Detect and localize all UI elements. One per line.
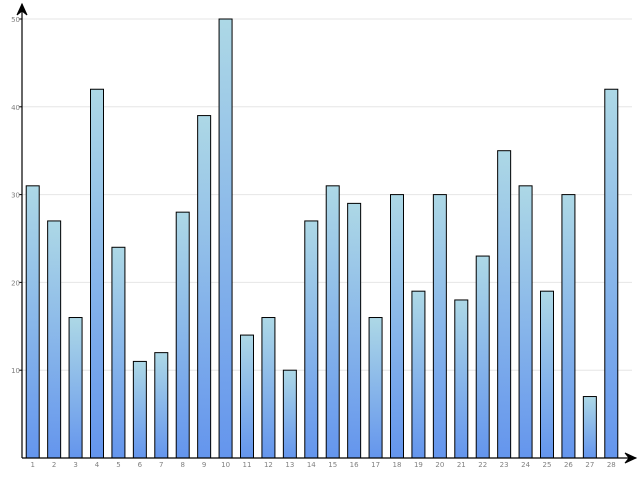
bar-26 xyxy=(561,194,576,459)
bar-15 xyxy=(325,185,340,459)
bar-22 xyxy=(475,255,490,459)
bar-4 xyxy=(90,88,104,459)
x-tick-label: 10 xyxy=(221,461,230,469)
bar-24 xyxy=(518,185,533,459)
bar-11 xyxy=(240,334,254,459)
bar-5 xyxy=(111,246,126,459)
bar-2 xyxy=(47,220,62,459)
bar-8 xyxy=(175,211,190,459)
bar-20 xyxy=(432,194,447,459)
bar-27 xyxy=(582,396,597,459)
x-tick-label: 20 xyxy=(435,461,444,469)
x-tick-label: 1 xyxy=(30,461,34,469)
bar-16 xyxy=(347,202,362,459)
x-tick-label: 7 xyxy=(159,461,163,469)
x-tick-label: 6 xyxy=(138,461,143,469)
x-tick-label: 8 xyxy=(180,461,184,469)
bar-13 xyxy=(282,369,297,459)
bar-3 xyxy=(68,317,83,459)
x-axis-arrow xyxy=(624,452,638,464)
bar-23 xyxy=(497,150,512,459)
bar-9 xyxy=(197,115,212,459)
x-tick-label: 21 xyxy=(457,461,466,469)
bar-18 xyxy=(390,194,404,459)
x-tick-label: 15 xyxy=(328,461,337,469)
x-tick-label: 13 xyxy=(285,461,294,469)
bar-25 xyxy=(540,290,554,459)
axes xyxy=(16,2,638,464)
y-tick-label: 50 xyxy=(11,16,20,24)
bars xyxy=(25,18,619,459)
x-tick-label: 28 xyxy=(607,461,616,469)
bar-10 xyxy=(218,18,233,459)
bar-6 xyxy=(132,360,147,459)
y-axis-arrow xyxy=(16,2,28,16)
bar-1 xyxy=(25,185,40,459)
bar-17 xyxy=(368,317,383,459)
bar-14 xyxy=(304,220,319,459)
x-tick-label: 22 xyxy=(478,461,487,469)
x-tick-label: 5 xyxy=(116,461,120,469)
x-tick-label: 19 xyxy=(414,461,423,469)
x-tick-label: 3 xyxy=(73,461,77,469)
bar-19 xyxy=(411,290,426,459)
x-tick-label: 26 xyxy=(564,461,573,469)
x-tick-label: 4 xyxy=(95,461,100,469)
x-tick-label: 27 xyxy=(585,461,594,469)
y-tick-label: 20 xyxy=(11,279,20,287)
x-tick-label: 16 xyxy=(350,461,359,469)
bar-21 xyxy=(454,299,469,459)
x-tick-label: 24 xyxy=(521,461,530,469)
bar-12 xyxy=(261,317,276,459)
x-tick-label: 23 xyxy=(500,461,509,469)
x-tick-label: 25 xyxy=(543,461,552,469)
x-tick-label: 9 xyxy=(202,461,206,469)
bar-28 xyxy=(604,88,619,459)
y-tick-label: 30 xyxy=(11,192,20,200)
x-tick-label: 14 xyxy=(307,461,316,469)
x-tick-label: 11 xyxy=(243,461,252,469)
x-tick-label: 12 xyxy=(264,461,273,469)
x-tick-label: 2 xyxy=(52,461,56,469)
bar-7 xyxy=(154,352,169,459)
y-tick-label: 10 xyxy=(11,367,20,375)
x-tick-label: 17 xyxy=(371,461,380,469)
y-tick-label: 40 xyxy=(11,104,20,112)
x-tick-label: 18 xyxy=(393,461,402,469)
